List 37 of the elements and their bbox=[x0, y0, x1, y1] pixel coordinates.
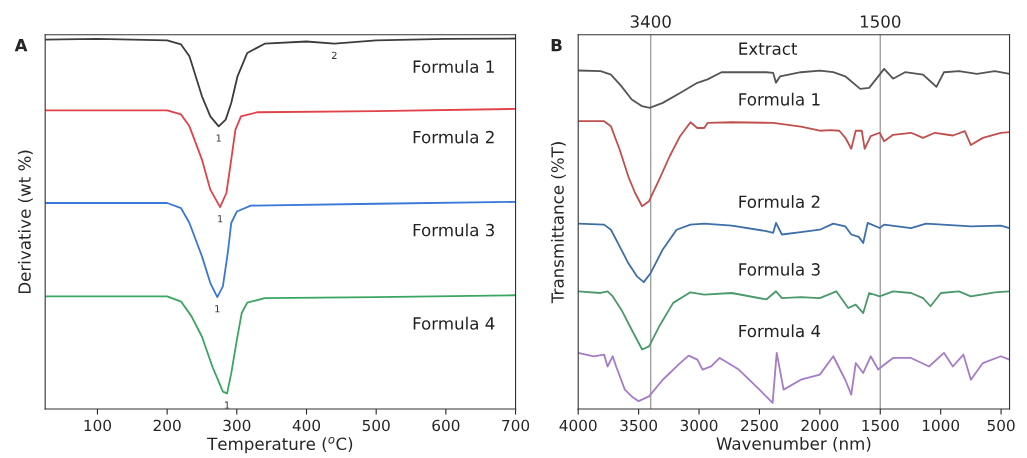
x-tick-label: 100 bbox=[84, 419, 112, 432]
x-tick-label: 600 bbox=[432, 419, 460, 432]
x-tick-label: 500 bbox=[362, 419, 390, 432]
x-tick-label: 1000 bbox=[922, 419, 960, 432]
x-tick-label: 700 bbox=[502, 419, 530, 432]
x-tick-label: 2500 bbox=[741, 419, 778, 432]
x-axis-title: Wavenumber (nm) bbox=[716, 436, 871, 452]
chart-title: A bbox=[14, 39, 28, 52]
x-tick-label: 500 bbox=[987, 419, 1015, 432]
chart-title: B bbox=[551, 39, 562, 52]
x-axis-title: Temperature ($^{o}$C) bbox=[207, 436, 353, 454]
annotation: 1 bbox=[225, 401, 230, 409]
annotation: 1 bbox=[215, 305, 220, 313]
series-label: Formula 3 bbox=[739, 262, 820, 276]
x-tick-label: 2000 bbox=[801, 419, 839, 432]
series-label: Formula 4 bbox=[413, 316, 495, 330]
x-tick-label: 3000 bbox=[680, 419, 718, 432]
ref-line-label: 1500 bbox=[860, 15, 901, 28]
series-label: Formula 1 bbox=[413, 60, 494, 73]
series-label: Formula 2 bbox=[413, 130, 494, 144]
annotation: 1 bbox=[216, 134, 221, 142]
series-label: Formula 1 bbox=[739, 92, 820, 106]
x-tick-label: 4000 bbox=[559, 419, 597, 432]
series-label: Formula 2 bbox=[739, 195, 820, 209]
x-tick-label: 200 bbox=[153, 419, 181, 432]
x-tick-label: 3500 bbox=[620, 419, 658, 432]
y-axis-title: Transmittance (%T) bbox=[550, 142, 566, 304]
x-tick-label: 300 bbox=[223, 419, 251, 432]
annotation: 2 bbox=[332, 51, 337, 59]
x-tick-label: 1500 bbox=[862, 419, 899, 432]
series-label: Formula 3 bbox=[413, 223, 495, 237]
x-tick-label: 400 bbox=[292, 419, 321, 432]
ref-line-label: 3400 bbox=[630, 15, 671, 28]
series-label: Formula 4 bbox=[739, 324, 821, 338]
annotation: 1 bbox=[218, 215, 223, 223]
series-label: Extract bbox=[739, 42, 798, 55]
y-axis-title: Derivative (wt %) bbox=[17, 150, 33, 294]
